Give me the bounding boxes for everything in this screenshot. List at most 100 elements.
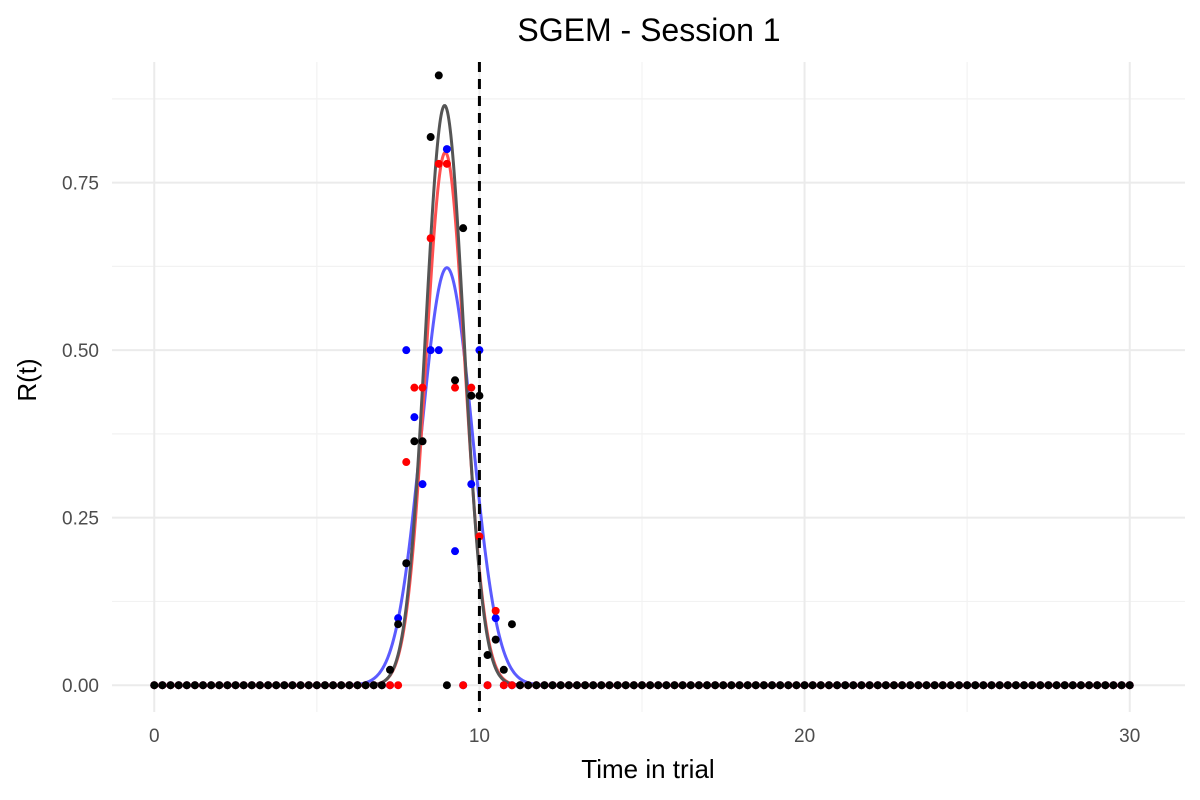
data-point bbox=[402, 458, 411, 467]
data-point bbox=[369, 681, 378, 690]
data-point bbox=[451, 376, 460, 385]
data-point bbox=[280, 681, 289, 690]
data-point bbox=[247, 681, 256, 690]
data-point bbox=[524, 681, 533, 690]
data-point bbox=[703, 681, 712, 690]
data-point bbox=[1117, 681, 1126, 690]
data-point bbox=[662, 681, 671, 690]
data-point bbox=[841, 681, 850, 690]
x-tick-label: 30 bbox=[1119, 726, 1140, 747]
data-point bbox=[459, 224, 468, 233]
data-point bbox=[532, 681, 541, 690]
data-point bbox=[394, 620, 403, 629]
data-point bbox=[824, 681, 833, 690]
points bbox=[150, 71, 1134, 690]
data-point bbox=[410, 413, 419, 422]
data-point bbox=[922, 681, 931, 690]
data-point bbox=[215, 681, 224, 690]
data-point bbox=[150, 681, 159, 690]
data-point bbox=[1125, 681, 1134, 690]
data-point bbox=[239, 681, 248, 690]
data-point bbox=[605, 681, 614, 690]
data-point bbox=[743, 681, 752, 690]
data-point bbox=[402, 559, 411, 568]
data-point bbox=[727, 681, 736, 690]
data-point bbox=[361, 681, 370, 690]
data-point bbox=[434, 346, 443, 355]
data-point bbox=[637, 681, 646, 690]
data-point bbox=[190, 681, 199, 690]
data-point bbox=[808, 681, 817, 690]
data-point bbox=[199, 681, 208, 690]
data-point bbox=[1020, 681, 1029, 690]
data-point bbox=[963, 681, 972, 690]
data-point bbox=[1068, 681, 1077, 690]
data-point bbox=[881, 681, 890, 690]
data-point bbox=[475, 532, 484, 541]
data-point bbox=[1093, 681, 1102, 690]
data-point bbox=[1011, 681, 1020, 690]
data-point bbox=[768, 681, 777, 690]
data-point bbox=[516, 681, 525, 690]
data-point bbox=[1085, 681, 1094, 690]
data-point bbox=[491, 606, 500, 615]
data-point bbox=[857, 681, 866, 690]
x-axis-ticks: 0 10 20 30 bbox=[149, 726, 1140, 747]
data-point bbox=[906, 681, 915, 690]
data-point bbox=[1109, 681, 1118, 690]
data-point bbox=[426, 133, 435, 142]
data-point bbox=[272, 681, 281, 690]
data-point bbox=[442, 681, 451, 690]
data-point bbox=[231, 681, 240, 690]
data-point bbox=[418, 480, 427, 489]
data-point bbox=[613, 681, 622, 690]
data-point bbox=[686, 681, 695, 690]
data-point bbox=[873, 681, 882, 690]
data-point bbox=[442, 159, 451, 168]
data-point bbox=[337, 681, 346, 690]
data-point bbox=[410, 437, 419, 446]
data-point bbox=[540, 681, 549, 690]
x-tick-label: 20 bbox=[794, 726, 815, 747]
data-point bbox=[1036, 681, 1045, 690]
data-point bbox=[353, 681, 362, 690]
chart-title: SGEM - Session 1 bbox=[517, 12, 780, 48]
data-point bbox=[467, 480, 476, 489]
data-point bbox=[182, 681, 191, 690]
data-point bbox=[467, 383, 476, 392]
data-point bbox=[711, 681, 720, 690]
data-point bbox=[979, 681, 988, 690]
data-point bbox=[1052, 681, 1061, 690]
data-point bbox=[792, 681, 801, 690]
data-point bbox=[955, 681, 964, 690]
y-axis-ticks: 0.00 0.25 0.50 0.75 bbox=[62, 174, 99, 698]
data-point bbox=[434, 71, 443, 80]
data-point bbox=[329, 681, 338, 690]
data-point bbox=[556, 681, 565, 690]
data-point bbox=[548, 681, 557, 690]
data-point bbox=[207, 681, 216, 690]
data-point bbox=[451, 547, 460, 556]
data-point bbox=[564, 681, 573, 690]
data-point bbox=[296, 681, 305, 690]
data-point bbox=[735, 681, 744, 690]
data-point bbox=[451, 383, 460, 392]
data-point bbox=[995, 681, 1004, 690]
data-point bbox=[402, 346, 411, 355]
data-point bbox=[158, 681, 167, 690]
data-point bbox=[459, 681, 468, 690]
y-axis-title: R(t) bbox=[12, 358, 42, 401]
data-point bbox=[377, 681, 386, 690]
data-point bbox=[678, 681, 687, 690]
data-point bbox=[418, 437, 427, 446]
data-point bbox=[475, 346, 484, 355]
data-point bbox=[776, 681, 785, 690]
x-tick-label: 0 bbox=[149, 726, 160, 747]
y-tick-label: 0.50 bbox=[62, 341, 99, 362]
data-point bbox=[654, 681, 663, 690]
data-point bbox=[987, 681, 996, 690]
data-point bbox=[719, 681, 728, 690]
data-point bbox=[597, 681, 606, 690]
x-axis-title: Time in trial bbox=[581, 754, 714, 784]
